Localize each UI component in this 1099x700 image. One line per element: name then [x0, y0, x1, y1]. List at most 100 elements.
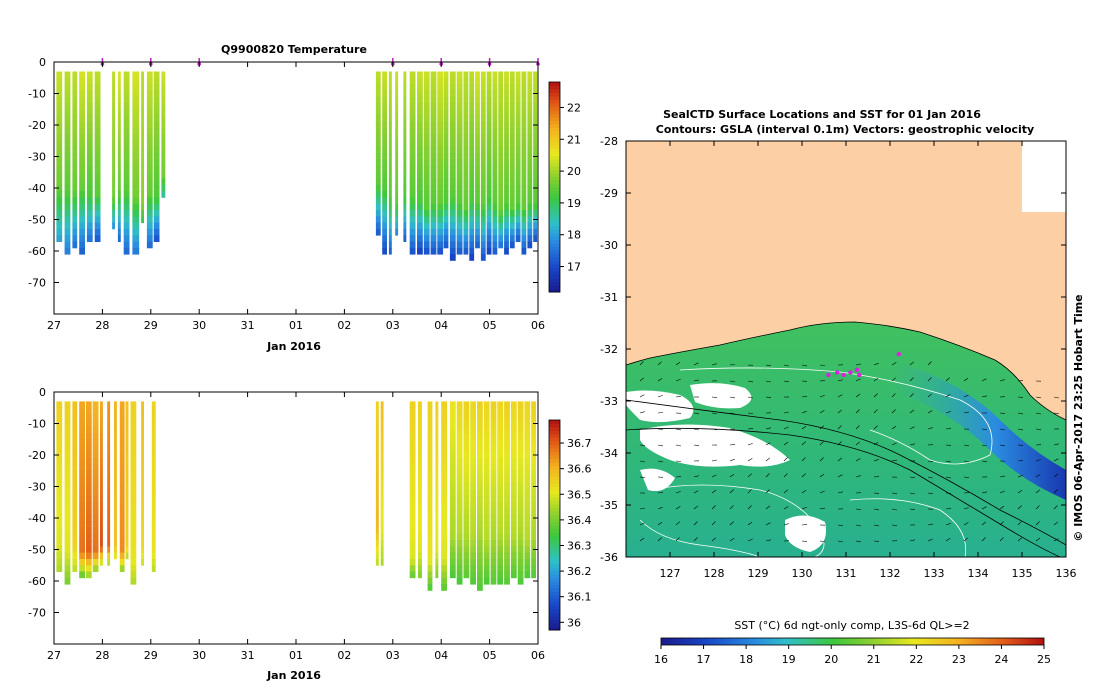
profile-cell	[515, 128, 521, 135]
profile-cell	[463, 489, 470, 497]
profile-cell	[64, 247, 71, 255]
profile-cell	[79, 464, 85, 472]
profile-cell	[427, 464, 433, 472]
velocity-vector	[639, 377, 644, 382]
profile-cell	[435, 426, 439, 434]
velocity-vector	[999, 505, 1005, 510]
profile-cell	[417, 228, 423, 236]
profile-cell	[456, 109, 463, 116]
profile-cell	[151, 407, 156, 415]
profile-cell	[524, 470, 531, 478]
y-tick-label: -10	[28, 88, 46, 101]
velocity-vector	[873, 476, 880, 478]
profile-cell	[79, 514, 85, 522]
profile-cell	[112, 90, 115, 97]
gsla-contour	[679, 367, 993, 465]
profile-cell	[375, 414, 379, 421]
profile-cell	[382, 184, 387, 192]
map-y-tick-label: -33	[600, 395, 618, 408]
profile-cell	[388, 184, 392, 192]
profile-cell	[417, 159, 423, 167]
profile-cell	[94, 147, 101, 154]
profile-cell	[72, 521, 78, 528]
profile-cell	[92, 439, 99, 446]
profile-cell	[515, 184, 521, 192]
profile-cell	[469, 96, 475, 104]
profile-cell	[497, 571, 504, 579]
profile-cell	[497, 540, 504, 547]
profile-cell	[141, 71, 144, 79]
velocity-vector	[801, 524, 808, 526]
profile-cell	[504, 109, 509, 116]
profile-cell	[151, 414, 156, 421]
profile-cell	[64, 71, 71, 79]
colorbar-segment	[549, 539, 560, 543]
profile-cell	[475, 235, 480, 242]
profile-cell	[123, 172, 130, 179]
profile-cell	[132, 222, 140, 230]
profile-cell	[515, 203, 521, 211]
profile-cell	[64, 477, 71, 484]
profile-cell	[79, 71, 85, 79]
profile-cell	[130, 451, 137, 459]
profile-cell	[492, 191, 498, 198]
profile-cell	[456, 222, 463, 230]
profile-cell	[72, 552, 78, 560]
velocity-vector	[999, 475, 1005, 478]
profile-cell	[441, 521, 447, 528]
profile-cell	[409, 514, 416, 522]
profile-cell	[64, 140, 71, 148]
colorbar-segment	[549, 525, 560, 529]
profile-cell	[441, 571, 447, 579]
profile-cell	[533, 235, 538, 242]
profile-cell	[417, 96, 423, 104]
profile-cell	[64, 128, 71, 135]
temperature-x-label: Jan 2016	[266, 340, 321, 353]
profile-cell	[527, 203, 533, 211]
salinity-panel: 27 28 29 30 31 01 02 03 04 05 06 0-10-20-30-40-50-…	[28, 386, 591, 682]
profile-cell	[449, 502, 456, 509]
profile-cell	[430, 109, 437, 116]
profile-cell	[470, 470, 476, 478]
profile-cell	[375, 172, 381, 179]
profile-cell	[430, 140, 437, 148]
profile-cell	[92, 470, 99, 478]
profile-cell	[56, 451, 63, 459]
profile-cell	[119, 502, 125, 509]
profile-cell	[483, 464, 490, 472]
profile-cell	[486, 121, 492, 129]
map-y-tick-label: -31	[600, 291, 618, 304]
profile-cell	[441, 401, 447, 409]
profile-cell	[470, 477, 476, 484]
profile-cell	[375, 203, 381, 211]
sst-colorbar	[660, 637, 1045, 646]
profile-cell	[153, 153, 160, 160]
profile-cell	[125, 420, 129, 428]
profile-cell	[527, 228, 533, 236]
profile-cell	[94, 165, 101, 173]
profile-cell	[469, 147, 475, 154]
profile-cell	[117, 172, 121, 179]
profile-cell	[437, 178, 444, 186]
profile-cell	[524, 426, 531, 434]
profile-cell	[85, 489, 92, 497]
colorbar-segment	[549, 423, 560, 428]
profile-cell	[161, 115, 166, 123]
profile-cell	[443, 235, 449, 242]
colorbar-tick-label: 36.7	[567, 437, 592, 450]
profile-cell	[497, 470, 504, 478]
profile-cell	[388, 84, 392, 91]
profile-cell	[388, 241, 392, 249]
profile-cell	[475, 210, 480, 217]
profile-cell	[509, 235, 515, 242]
profile-cell	[430, 134, 437, 142]
velocity-vector	[837, 379, 843, 382]
profile-cell	[403, 172, 407, 179]
profile-cell	[72, 147, 78, 154]
profile-cell	[119, 552, 125, 560]
profile-cell	[117, 197, 121, 205]
profile-cell	[456, 77, 463, 85]
profile-cell	[437, 77, 444, 85]
profile-cell	[161, 128, 166, 135]
profile-cell	[469, 203, 475, 211]
